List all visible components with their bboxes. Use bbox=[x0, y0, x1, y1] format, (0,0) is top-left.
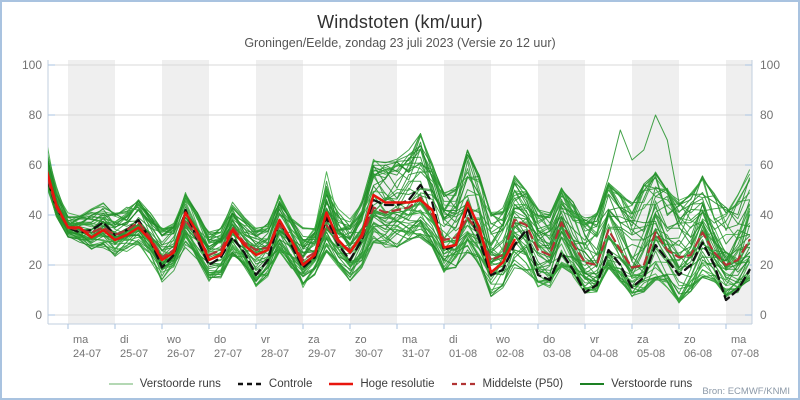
svg-text:ma: ma bbox=[731, 334, 747, 346]
svg-text:60: 60 bbox=[760, 158, 774, 172]
svg-text:di: di bbox=[120, 334, 129, 346]
svg-text:do: do bbox=[543, 334, 555, 346]
svg-text:80: 80 bbox=[29, 108, 43, 122]
chart-subtitle: Groningen/Eelde, zondag 23 juli 2023 (Ve… bbox=[244, 36, 556, 50]
svg-text:07-08: 07-08 bbox=[731, 348, 759, 360]
x-axis-labels: ma 24-07 di 25-07 wo 26-07 do 27-07 vr 28-07 za 29-… bbox=[73, 334, 759, 360]
svg-text:di: di bbox=[449, 334, 458, 346]
svg-text:27-07: 27-07 bbox=[214, 348, 242, 360]
svg-text:80: 80 bbox=[760, 108, 774, 122]
dashed-line-swatch-icon bbox=[451, 382, 476, 386]
line-swatch-icon bbox=[580, 383, 605, 385]
line-swatch-icon bbox=[329, 382, 354, 386]
dashed-line-swatch-icon bbox=[237, 382, 262, 386]
svg-text:100: 100 bbox=[22, 58, 42, 72]
line-swatch-icon bbox=[108, 383, 133, 385]
svg-text:03-08: 03-08 bbox=[543, 348, 571, 360]
svg-text:20: 20 bbox=[29, 258, 43, 272]
source-attribution: Bron: ECMWF/KNMI bbox=[702, 386, 790, 397]
legend-item-controle: Controle bbox=[237, 378, 312, 390]
chart-legend: Verstoorde runs Controle Hoge resolutie … bbox=[2, 378, 798, 390]
svg-text:25-07: 25-07 bbox=[120, 348, 148, 360]
svg-text:02-08: 02-08 bbox=[496, 348, 524, 360]
svg-text:40: 40 bbox=[29, 208, 43, 222]
page-title: Windstoten (km/uur) bbox=[317, 12, 483, 32]
legend-item-verstoorde-runs-dark: Verstoorde runs bbox=[579, 378, 692, 390]
svg-text:100: 100 bbox=[760, 58, 780, 72]
svg-text:26-07: 26-07 bbox=[167, 348, 195, 360]
svg-text:za: za bbox=[308, 334, 321, 346]
svg-text:do: do bbox=[214, 334, 226, 346]
svg-text:0: 0 bbox=[760, 308, 767, 322]
svg-text:zo: zo bbox=[355, 334, 367, 346]
svg-text:06-08: 06-08 bbox=[684, 348, 712, 360]
svg-text:31-07: 31-07 bbox=[402, 348, 430, 360]
svg-text:ma: ma bbox=[73, 334, 89, 346]
svg-text:24-07: 24-07 bbox=[73, 348, 101, 360]
y-axis-labels: 0 0 20 20 40 40 60 60 80 80 100 100 bbox=[22, 58, 780, 322]
legend-label: Verstoorde runs bbox=[611, 378, 693, 390]
svg-text:wo: wo bbox=[495, 334, 510, 346]
svg-text:vr: vr bbox=[261, 334, 271, 346]
svg-text:0: 0 bbox=[35, 308, 42, 322]
svg-text:vr: vr bbox=[590, 334, 600, 346]
svg-text:zo: zo bbox=[684, 334, 696, 346]
svg-text:05-08: 05-08 bbox=[637, 348, 665, 360]
series-lines bbox=[48, 114, 751, 304]
svg-text:20: 20 bbox=[760, 258, 774, 272]
legend-item-hoge-resolutie: Hoge resolutie bbox=[328, 378, 435, 390]
svg-text:wo: wo bbox=[166, 334, 181, 346]
legend-label: Hoge resolutie bbox=[360, 378, 435, 390]
svg-text:60: 60 bbox=[29, 158, 43, 172]
legend-item-middelste-p50: Middelste (P50) bbox=[451, 378, 564, 390]
legend-label: Verstoorde runs bbox=[139, 378, 221, 390]
legend-item-verstoorde-runs-light: Verstoorde runs bbox=[108, 378, 221, 390]
p50-line bbox=[48, 175, 751, 269]
svg-text:30-07: 30-07 bbox=[355, 348, 383, 360]
svg-text:40: 40 bbox=[760, 208, 774, 222]
legend-label: Middelste (P50) bbox=[482, 378, 564, 390]
control-line bbox=[48, 177, 751, 302]
hires-line bbox=[48, 170, 516, 274]
svg-text:04-08: 04-08 bbox=[590, 348, 618, 360]
svg-text:29-07: 29-07 bbox=[308, 348, 336, 360]
legend-label: Controle bbox=[268, 378, 313, 390]
svg-text:01-08: 01-08 bbox=[449, 348, 477, 360]
svg-text:za: za bbox=[637, 334, 650, 346]
svg-text:ma: ma bbox=[402, 334, 418, 346]
svg-text:28-07: 28-07 bbox=[261, 348, 289, 360]
